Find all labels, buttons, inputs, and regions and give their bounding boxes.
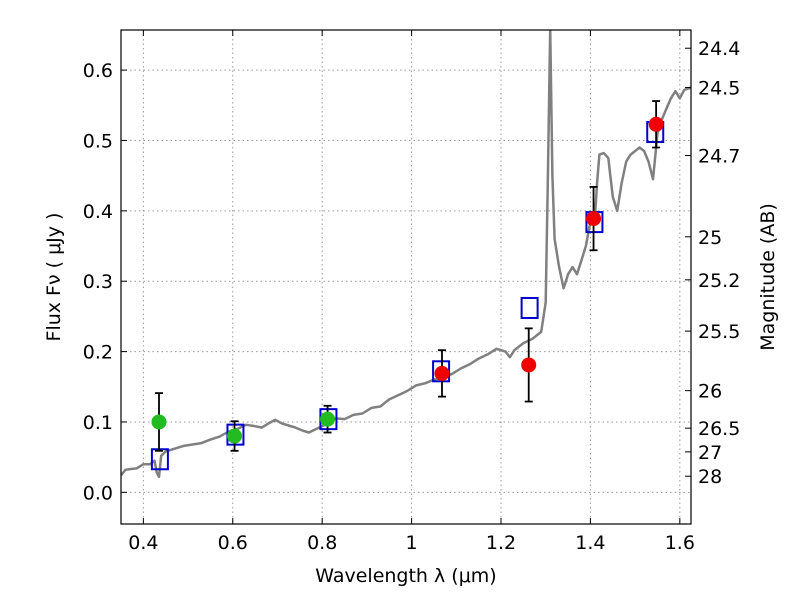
y-axis-label: Flux Fν ( μJy )	[43, 213, 65, 342]
right-tick-label: 25	[698, 227, 722, 249]
right-tick-label: 24.4	[698, 38, 740, 60]
x-tick-label: 0.6	[218, 532, 248, 554]
y-tick-label: 0.4	[83, 201, 113, 223]
right-tick-label: 24.7	[698, 146, 740, 168]
grid-lines	[121, 30, 691, 524]
model-box	[520, 296, 539, 319]
red-data-point	[521, 357, 537, 373]
green-data-point	[320, 411, 336, 427]
right-tick-label: 25.2	[698, 270, 740, 292]
axis-ticks	[121, 30, 691, 524]
plot-background	[121, 30, 691, 524]
y-tick-labels: 0.0 0.1 0.2 0.3 0.4 0.5 0.6	[83, 60, 113, 504]
right-tick-label: 26	[698, 381, 722, 403]
x-tick-label: 1.4	[575, 532, 605, 554]
x-axis-label: Wavelength λ (μm)	[315, 565, 496, 587]
x-tick-label: 0.8	[307, 532, 337, 554]
x-tick-label: 1	[406, 532, 418, 554]
red-data-point	[586, 211, 602, 227]
x-tick-labels: 0.4 0.6 0.8 1 1.2 1.4 1.6	[128, 532, 695, 554]
x-tick-label: 0.4	[128, 532, 158, 554]
red-data-point	[434, 365, 450, 381]
plot-area	[121, 30, 691, 479]
x-tick-label: 1.2	[486, 532, 516, 554]
y-tick-label: 0.0	[83, 482, 113, 504]
right-tick-label: 28	[698, 466, 722, 488]
right-tick-label: 27	[698, 442, 722, 464]
green-data-point	[151, 414, 167, 430]
right-tick-label: 26.5	[698, 418, 740, 440]
y-tick-label: 0.6	[83, 60, 113, 82]
green-data-point	[227, 428, 243, 444]
y-tick-label: 0.1	[83, 412, 113, 434]
sed-curve	[121, 30, 691, 479]
y-axis-label-right: Magnitude (AB)	[757, 203, 779, 351]
y-tick-label: 0.2	[83, 342, 113, 364]
y-tick-label: 0.3	[83, 271, 113, 293]
right-tick-label: 24.5	[698, 77, 740, 99]
right-tick-label: 25.5	[698, 321, 740, 343]
plot-frame	[120, 29, 692, 525]
x-tick-label: 1.6	[665, 532, 695, 554]
red-data-point	[648, 116, 664, 132]
y-tick-label: 0.5	[83, 130, 113, 152]
